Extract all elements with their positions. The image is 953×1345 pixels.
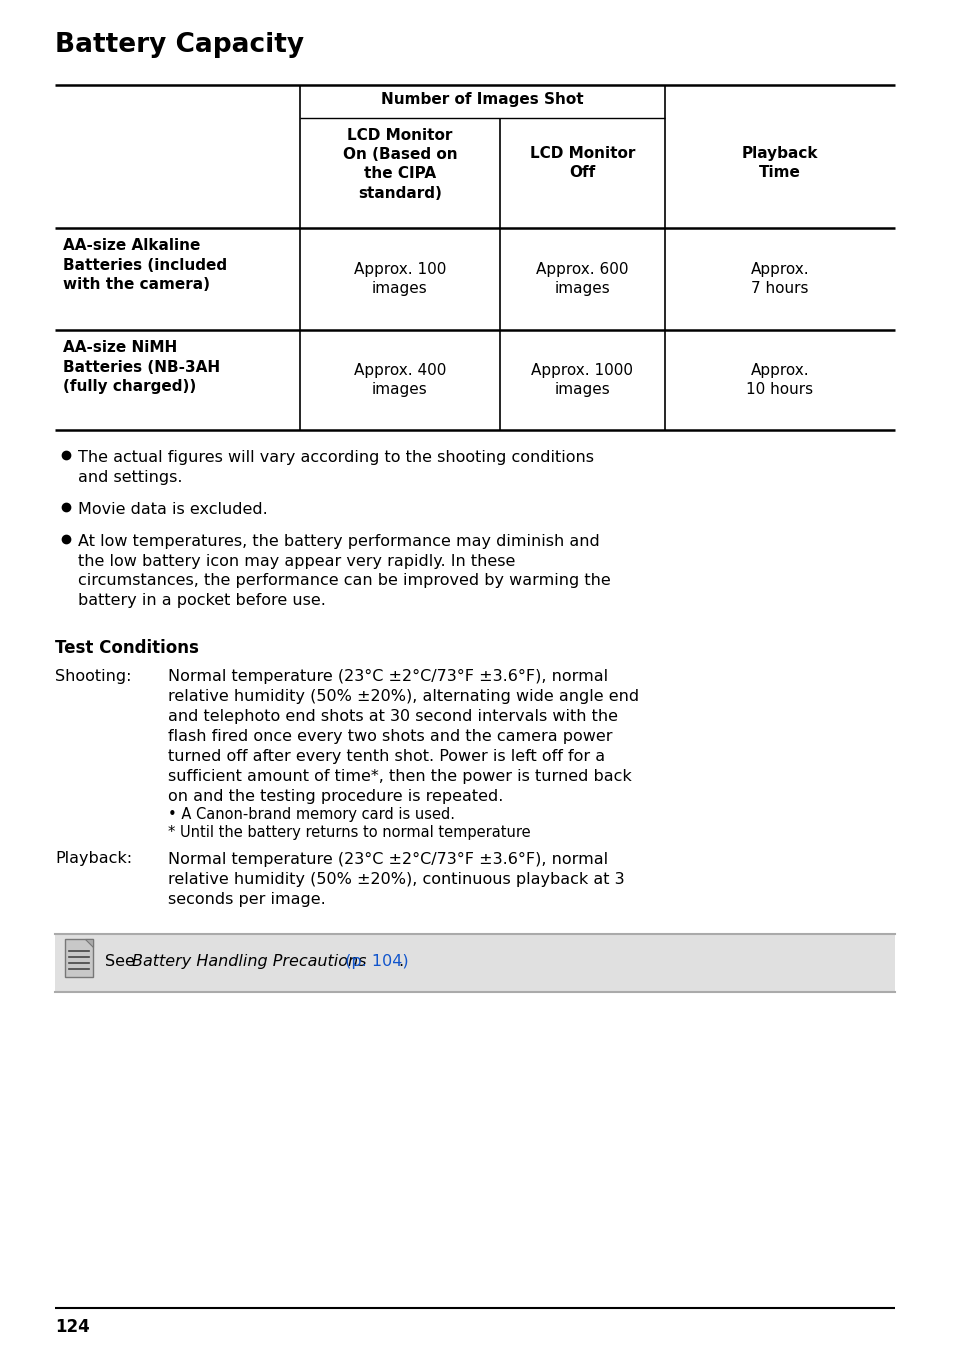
Text: Approx. 600
images: Approx. 600 images (536, 262, 628, 296)
Text: • A Canon-brand memory card is used.: • A Canon-brand memory card is used. (168, 807, 455, 823)
Text: Approx.
7 hours: Approx. 7 hours (750, 262, 808, 296)
Text: See: See (105, 954, 140, 968)
Text: LCD Monitor
On (Based on
the CIPA
standard): LCD Monitor On (Based on the CIPA standa… (342, 128, 456, 200)
Text: At low temperatures, the battery performance may diminish and
the low battery ic: At low temperatures, the battery perform… (78, 534, 610, 608)
Text: The actual figures will vary according to the shooting conditions
and settings.: The actual figures will vary according t… (78, 451, 594, 484)
Text: Shooting:: Shooting: (55, 668, 132, 685)
FancyBboxPatch shape (65, 939, 92, 976)
Text: Approx. 100
images: Approx. 100 images (354, 262, 446, 296)
Text: Battery Handling Precautions: Battery Handling Precautions (132, 954, 366, 968)
Text: AA-size Alkaline
Batteries (included
with the camera): AA-size Alkaline Batteries (included wit… (63, 238, 227, 292)
Polygon shape (85, 939, 92, 947)
Bar (55, 933, 894, 991)
Text: .: . (397, 954, 403, 968)
Text: LCD Monitor
Off: LCD Monitor Off (529, 147, 635, 180)
Text: Test Conditions: Test Conditions (55, 639, 198, 656)
Text: Number of Images Shot: Number of Images Shot (381, 91, 583, 108)
Text: (p. 104): (p. 104) (339, 954, 408, 968)
Text: Playback
Time: Playback Time (741, 147, 818, 180)
Text: AA-size NiMH
Batteries (NB-3AH
(fully charged)): AA-size NiMH Batteries (NB-3AH (fully ch… (63, 340, 220, 394)
Text: 124: 124 (55, 1318, 90, 1336)
Text: Approx. 1000
images: Approx. 1000 images (531, 363, 633, 397)
Text: * Until the battery returns to normal temperature: * Until the battery returns to normal te… (168, 826, 530, 841)
Text: Playback:: Playback: (55, 851, 132, 866)
Text: Movie data is excluded.: Movie data is excluded. (78, 502, 268, 516)
Text: Normal temperature (23°C ±2°C/73°F ±3.6°F), normal
relative humidity (50% ±20%),: Normal temperature (23°C ±2°C/73°F ±3.6°… (168, 668, 639, 804)
Text: Approx.
10 hours: Approx. 10 hours (745, 363, 813, 397)
Text: Approx. 400
images: Approx. 400 images (354, 363, 446, 397)
Text: Normal temperature (23°C ±2°C/73°F ±3.6°F), normal
relative humidity (50% ±20%),: Normal temperature (23°C ±2°C/73°F ±3.6°… (168, 851, 624, 907)
Text: Battery Capacity: Battery Capacity (55, 32, 304, 58)
